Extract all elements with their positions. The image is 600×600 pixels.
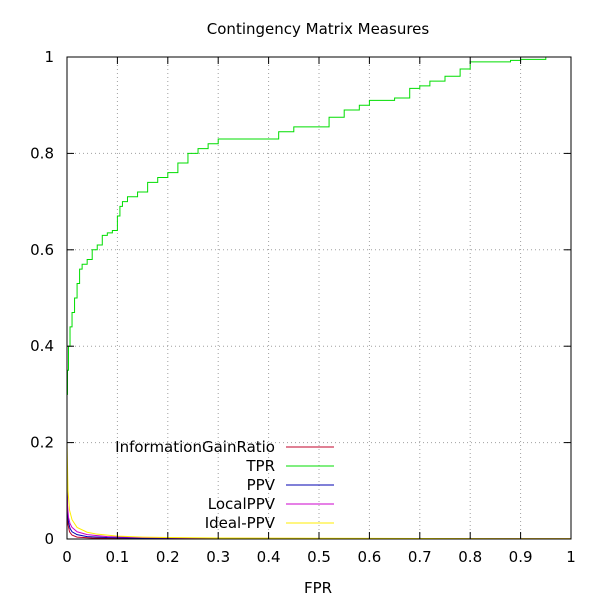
tick-layer: 0 0.1 0.2 0.3 0.4 0.5 0.6 0.7 0.8 0.9 1 0 0.2 0.4 0.6 0… [30, 48, 576, 566]
x-tick-label: 0.9 [509, 548, 533, 566]
legend-label-informationgainratio: InformationGainRatio [115, 438, 275, 456]
chart-title: Contingency Matrix Measures [207, 20, 430, 38]
x-tick-label: 0.3 [206, 548, 230, 566]
grid-layer [67, 57, 571, 539]
x-tick-label: 0 [62, 548, 72, 566]
x-tick-label: 0.6 [357, 548, 381, 566]
legend-label-ideal-ppv: Ideal-PPV [205, 514, 276, 532]
series-line-tpr [67, 57, 547, 395]
legend-label-tpr: TPR [245, 457, 275, 475]
x-tick-label: 1 [566, 548, 576, 566]
y-tick-label: 0 [44, 530, 54, 548]
legend-label-localppv: LocalPPV [208, 495, 276, 513]
x-tick-label: 0.1 [105, 548, 129, 566]
x-axis-label: FPR [304, 579, 332, 597]
series-line-ideal-ppv [66, 442, 572, 540]
legend: InformationGainRatioTPRPPVLocalPPVIdeal-… [115, 438, 334, 532]
y-tick-label: 0.8 [30, 144, 54, 162]
x-tick-label: 0.8 [458, 548, 482, 566]
x-tick-label: 0.7 [408, 548, 432, 566]
y-tick-label: 0.4 [30, 337, 54, 355]
y-tick-label: 0.6 [30, 241, 54, 259]
x-tick-label: 0.2 [156, 548, 180, 566]
x-tick-label: 0.5 [307, 548, 331, 566]
legend-label-ppv: PPV [247, 476, 276, 494]
y-tick-label: 0.2 [30, 434, 54, 452]
y-tick-label: 1 [44, 48, 54, 66]
x-tick-label: 0.4 [257, 548, 281, 566]
